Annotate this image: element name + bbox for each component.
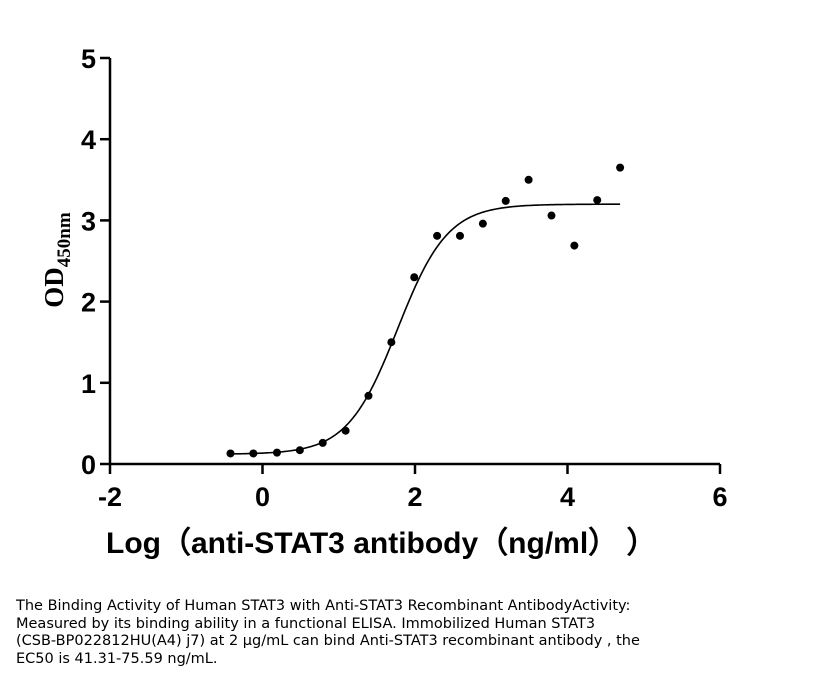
y-tick-label: 5 <box>81 44 96 74</box>
x-ticks: -2 0 2 4 6 <box>98 464 728 512</box>
data-point <box>410 273 419 282</box>
y-axis-label: OD450nm <box>39 212 75 308</box>
data-point <box>249 449 258 458</box>
data-points <box>226 163 625 458</box>
x-tick-label: 0 <box>255 482 270 512</box>
data-point <box>455 231 464 240</box>
caption-line-1: The Binding Activity of Human STAT3 with… <box>16 598 631 614</box>
y-axis-label-sub: 450nm <box>54 212 75 267</box>
data-point <box>593 196 602 205</box>
data-point <box>616 163 625 172</box>
data-point <box>501 196 510 205</box>
fit-curve <box>230 203 621 455</box>
y-tick-label: 3 <box>81 206 96 236</box>
y-tick-label: 2 <box>81 288 96 318</box>
caption-line-4: EC50 is 41.31-75.59 ng/mL. <box>16 650 218 667</box>
data-point <box>364 391 373 400</box>
data-point <box>387 338 396 347</box>
data-point <box>318 438 327 447</box>
figure-caption: The Binding Activity of Human STAT3 with… <box>16 598 806 668</box>
x-tick-label: -2 <box>98 482 122 512</box>
caption-line-3: (CSB-BP022812HU(A4) j7) at 2 μg/mL can b… <box>16 633 640 649</box>
data-point <box>478 219 487 228</box>
caption-line-2: Measured by its binding ability in a fun… <box>16 615 596 632</box>
y-axis-label-main: OD <box>39 267 69 308</box>
data-point <box>433 231 442 240</box>
y-ticks: 0 1 2 3 4 5 <box>81 44 110 480</box>
data-point <box>570 241 579 250</box>
data-point <box>272 448 281 457</box>
data-point <box>226 449 235 458</box>
y-tick-label: 0 <box>81 450 96 480</box>
x-tick-label: 2 <box>407 482 422 512</box>
x-axis-label: Log（anti-STAT3 antibody（ng/ml） ） <box>106 526 657 560</box>
data-point <box>341 426 350 435</box>
axes <box>108 58 720 466</box>
y-tick-label: 1 <box>81 369 96 399</box>
data-point <box>295 446 304 455</box>
x-tick-label: 4 <box>560 482 575 512</box>
data-point <box>547 211 556 220</box>
y-tick-label: 4 <box>81 125 96 155</box>
x-tick-label: 6 <box>712 482 727 512</box>
data-point <box>524 175 533 184</box>
